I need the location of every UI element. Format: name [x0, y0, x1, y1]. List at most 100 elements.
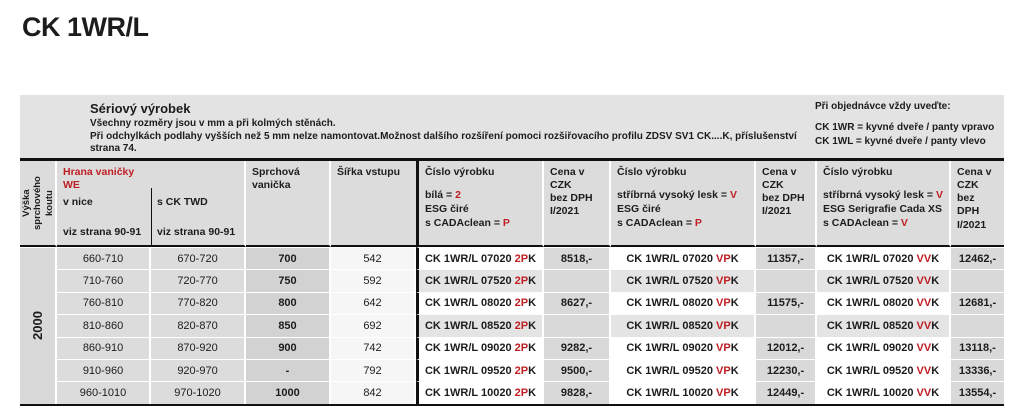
cadaclean-code: P: [694, 217, 702, 230]
cell-tray-size: 900: [246, 336, 331, 359]
article-code-red: VV: [916, 342, 932, 355]
glass-type-label: ESG čiré: [617, 203, 661, 216]
cell-twd-range: 720-770: [151, 269, 246, 292]
article-code-red: VV: [916, 297, 932, 310]
cell-entry-width: 692: [331, 314, 416, 337]
cell-article-silver: CK 1WR/L 09520 VP K: [611, 358, 756, 382]
page-title: CK 1WR/L: [22, 12, 149, 42]
header-niche: Hrana vaničky WE v nice viz strana 90-91: [57, 161, 151, 247]
serial-product-heading: Sériový výrobek: [90, 101, 191, 116]
article-code-red: 2P: [514, 364, 529, 377]
article-number-base: CK 1WR/L 07520: [626, 275, 717, 288]
article-code-red: VP: [716, 387, 731, 400]
cell-price-silver: 12449,-: [756, 381, 817, 404]
cadaclean-label: s CADAclean =: [617, 217, 695, 230]
cell-article-serigraphy: CK 1WR/L 08520 VV K: [817, 314, 951, 337]
cell-price-silver: [756, 269, 817, 292]
cell-article-white: CK 1WR/L 09020 2P K: [416, 336, 544, 359]
cell-article-silver: CK 1WR/L 08020 VP K: [611, 291, 756, 315]
cell-article-white: CK 1WR/L 07020 2P K: [416, 247, 544, 270]
article-number-base: CK 1WR/L 09020: [424, 342, 515, 355]
article-code-red: VV: [916, 319, 932, 332]
article-header-title: Číslo výrobku: [823, 166, 893, 178]
article-header-title: Číslo výrobku: [617, 166, 687, 178]
article-code-black: K: [730, 364, 739, 377]
article-code-black: K: [730, 387, 739, 400]
article-code-black: K: [931, 319, 940, 332]
cell-niche-range: 810-860: [57, 314, 151, 337]
article-number-base: CK 1WR/L 09520: [424, 364, 515, 377]
cell-article-serigraphy: CK 1WR/L 10020 VV K: [817, 381, 951, 404]
header-article-silver: Číslo výrobku stříbrná vysoký lesk = V E…: [611, 161, 756, 247]
color-code-value: 2: [455, 189, 461, 202]
article-code-black: K: [528, 275, 537, 288]
cell-price-white: 9282,-: [544, 336, 611, 359]
article-code-black: K: [931, 364, 940, 377]
article-number-base: CK 1WR/L 08020: [424, 297, 515, 310]
article-code-black: K: [528, 252, 537, 265]
cell-article-serigraphy: CK 1WR/L 08020 VV K: [817, 291, 951, 315]
cell-price-white: 9828,-: [544, 381, 611, 404]
order-note-line: CK 1WR = kyvné dveře / panty vpravo: [815, 122, 995, 133]
article-code-red: 2P: [514, 252, 529, 265]
cell-price-serigraphy: 12681,-: [951, 291, 1004, 315]
cell-twd-range: 920-970: [151, 358, 246, 382]
cell-article-white: CK 1WR/L 09520 2P K: [416, 358, 544, 382]
cell-niche-range: 860-910: [57, 336, 151, 359]
header-twd: s CK TWD viz strana 90-91: [151, 161, 246, 247]
header-entry-width: Šířka vstupu: [331, 161, 416, 247]
cell-price-white: 8518,-: [544, 247, 611, 270]
header-article-serigraphy: Číslo výrobku stříbrná vysoký lesk = V E…: [817, 161, 951, 247]
cell-price-silver: 12230,-: [756, 358, 817, 382]
article-number-base: CK 1WR/L 09520: [626, 364, 717, 377]
article-code-black: K: [931, 342, 940, 355]
glass-type-label: ESG čiré: [425, 203, 469, 216]
cell-entry-width: 592: [331, 269, 416, 292]
article-code-black: K: [931, 387, 940, 400]
cell-price-serigraphy: [951, 314, 1004, 337]
article-header-title: Číslo výrobku: [425, 166, 495, 178]
article-code-black: K: [528, 364, 537, 377]
serial-product-note: Sériový výrobek Všechny rozměry jsou v m…: [90, 101, 805, 156]
article-number-base: CK 1WR/L 07520: [424, 275, 515, 288]
color-code-label: stříbrná vysoký lesk =: [823, 189, 936, 202]
cell-tray-size: 1000: [246, 381, 331, 404]
header-price-silver: Cena v CZK bez DPH I/2021: [756, 161, 817, 247]
cell-price-silver: 11357,-: [756, 247, 817, 270]
cell-article-serigraphy: CK 1WR/L 07020 VV K: [817, 247, 951, 270]
cell-niche-range: 660-710: [57, 247, 151, 270]
cell-price-silver: 12012,-: [756, 336, 817, 359]
cell-tray-size: 700: [246, 247, 331, 270]
info-line: Všechny rozměry jsou v mm a při kolmých …: [90, 118, 336, 129]
cell-niche-range: 710-760: [57, 269, 151, 292]
article-code-black: K: [730, 252, 739, 265]
cell-price-serigraphy: 13554,-: [951, 381, 1004, 404]
cell-article-serigraphy: CK 1WR/L 09520 VV K: [817, 358, 951, 382]
cell-twd-range: 970-1020: [151, 381, 246, 404]
color-code-value: V: [935, 189, 943, 202]
article-code-black: K: [528, 342, 537, 355]
cell-price-serigraphy: [951, 269, 1004, 292]
cell-twd-range: 670-720: [151, 247, 246, 270]
cadaclean-code: V: [900, 217, 908, 230]
info-line: Při odchylkách podlahy vyšších než 5 mm …: [90, 130, 797, 142]
article-code-red: VP: [716, 252, 731, 265]
header-price-white: Cena v CZK bez DPH I/2021: [544, 161, 611, 247]
article-code-red: 2P: [514, 275, 529, 288]
cell-niche-range: 760-810: [57, 291, 151, 315]
catalog-table: Sériový výrobek Všechny rozměry jsou v m…: [20, 95, 1004, 406]
height-value-cell: 2000: [20, 247, 57, 404]
article-code-red: VP: [716, 364, 731, 377]
article-code-black: K: [931, 275, 940, 288]
article-code-red: 2P: [514, 297, 529, 310]
order-note-heading: Při objednávce vždy uveďte:: [815, 101, 951, 112]
article-code-red: VP: [716, 319, 731, 332]
color-code-label: stříbrná vysoký lesk =: [617, 189, 730, 202]
cell-niche-range: 910-960: [57, 358, 151, 382]
header-height-label: Výška sprchového koutu: [20, 176, 55, 230]
color-code-value: V: [729, 189, 737, 202]
cell-price-white: [544, 269, 611, 292]
article-number-base: CK 1WR/L 07020: [424, 252, 515, 265]
article-code-black: K: [931, 252, 940, 265]
cell-twd-range: 770-820: [151, 291, 246, 315]
